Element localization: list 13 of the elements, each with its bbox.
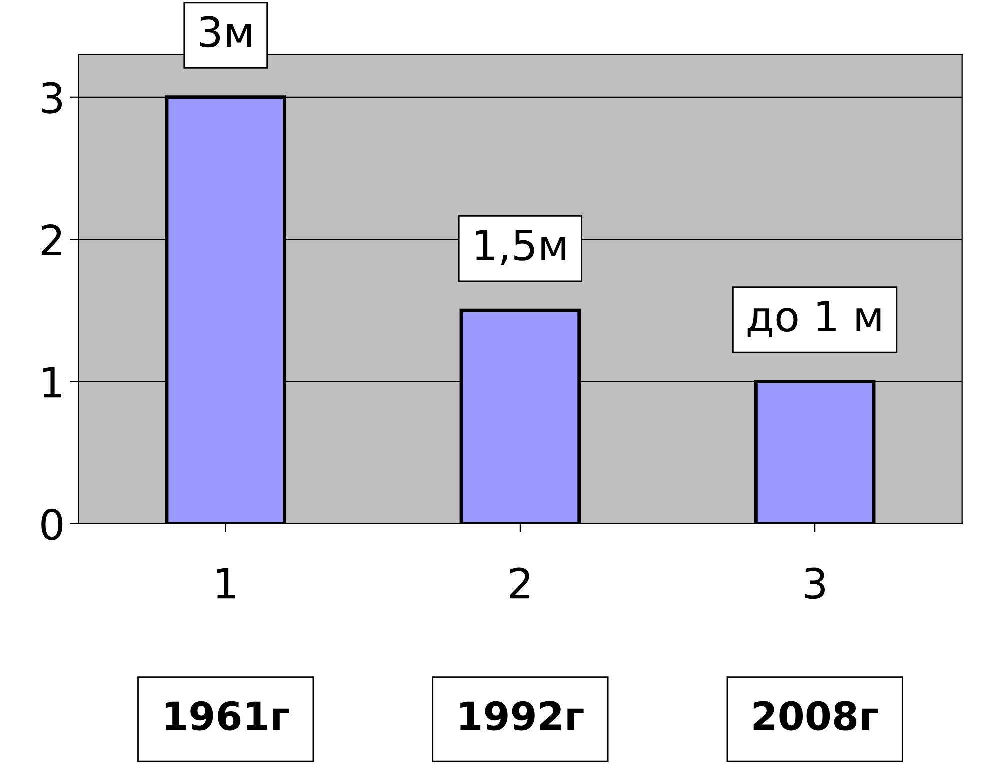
y-tick-label: 1: [43, 367, 62, 398]
y-tick-label: 3: [42, 82, 62, 114]
data-label: 1,5м: [476, 230, 566, 266]
text: 1992г: [460, 701, 584, 731]
x-tick-label: 1: [217, 568, 236, 599]
data-label: 3м: [200, 16, 252, 48]
y-tick-label: 2: [42, 224, 62, 256]
x-tick-label: 3: [804, 568, 825, 600]
x-tick-label: 2: [510, 568, 530, 599]
text: 1961г: [166, 701, 290, 731]
y-tick-label: 0: [42, 508, 63, 540]
text: 2008г: [754, 701, 878, 731]
data-label: до 1 м: [748, 301, 881, 338]
